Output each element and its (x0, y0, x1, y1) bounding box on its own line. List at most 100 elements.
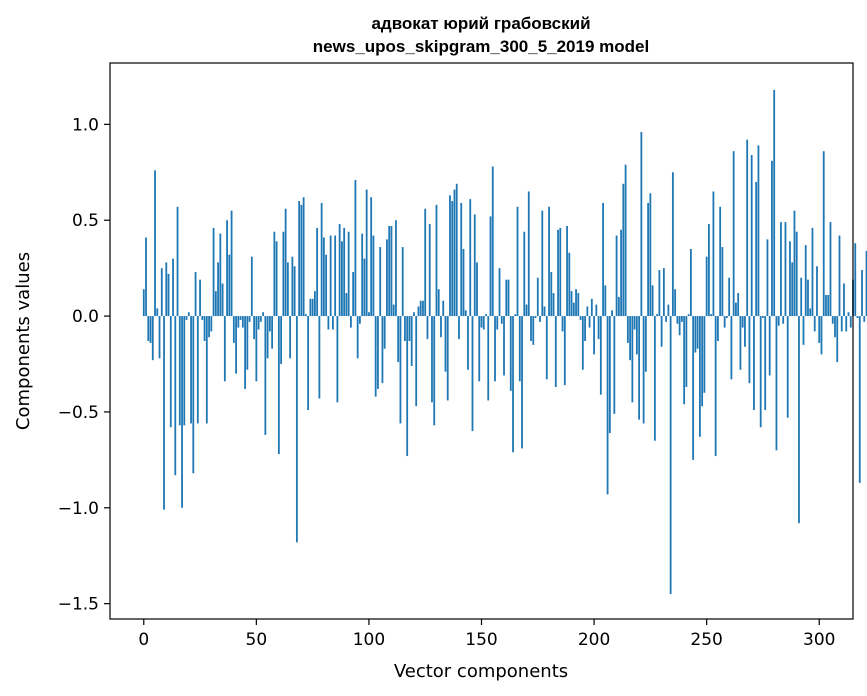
bar-221 (640, 132, 643, 317)
bar-135 (446, 316, 449, 401)
bar-20 (187, 312, 190, 317)
bar-120 (413, 312, 415, 317)
bar-274 (759, 316, 762, 428)
bar-293 (802, 316, 805, 345)
bar-276 (764, 316, 767, 411)
bar-266 (741, 316, 744, 328)
bar-52 (259, 316, 262, 322)
bar-211 (617, 296, 620, 317)
bar-189 (568, 252, 571, 317)
bar-321 (865, 250, 867, 317)
bar-43 (239, 316, 242, 320)
bar-5 (154, 170, 156, 317)
bar-290 (795, 231, 798, 317)
bar-51 (257, 316, 260, 330)
bar-300 (818, 316, 821, 343)
bar-25 (199, 279, 201, 317)
plot-frame (109, 62, 854, 620)
bar-270 (750, 155, 753, 317)
bar-152 (485, 314, 487, 317)
bar-310 (840, 316, 843, 332)
bar-126 (426, 316, 429, 340)
bar-39 (230, 210, 233, 317)
bar-172 (530, 316, 532, 341)
x-tick-label-0: 0 (138, 630, 149, 650)
bar-159 (500, 316, 503, 324)
bar-301 (820, 316, 823, 355)
bar-256 (719, 206, 722, 317)
bar-175 (536, 277, 539, 317)
bar-76 (313, 291, 316, 317)
bar-279 (771, 160, 773, 317)
bar-268 (746, 139, 749, 317)
y-tick-label-3: 0.0 (72, 307, 99, 327)
bar-13 (172, 258, 174, 317)
bar-168 (521, 316, 523, 449)
bar-163 (509, 316, 512, 391)
bar-21 (190, 316, 192, 424)
bar-85 (334, 235, 337, 317)
bar-320 (863, 316, 866, 322)
bar-294 (804, 245, 807, 317)
bar-299 (816, 266, 818, 317)
bar-3 (149, 316, 152, 343)
bar-14 (174, 316, 177, 476)
x-tick-label-200: 200 (578, 630, 610, 650)
bar-105 (379, 247, 382, 317)
bar-160 (503, 316, 505, 376)
bar-261 (730, 316, 733, 380)
bar-35 (221, 283, 224, 317)
bar-60 (277, 316, 280, 455)
bar-98 (363, 258, 366, 317)
bar-262 (732, 151, 735, 317)
bar-228 (656, 314, 659, 317)
bar-92 (350, 316, 352, 328)
bar-314 (849, 316, 852, 328)
bar-153 (487, 316, 490, 401)
bar-142 (462, 248, 465, 317)
bar-0 (142, 289, 145, 317)
bar-246 (696, 316, 699, 349)
chart-title: адвокат юрий грабовский (371, 14, 590, 33)
bar-178 (543, 306, 546, 317)
bar-286 (786, 316, 789, 418)
bar-48 (250, 256, 253, 317)
bar-277 (766, 239, 769, 317)
bar-313 (847, 312, 850, 317)
bar-319 (861, 270, 863, 317)
y-tick-label-5: 1.0 (72, 115, 99, 135)
bar-40 (232, 316, 235, 343)
bar-239 (680, 316, 683, 322)
bar-9 (163, 316, 165, 510)
bar-77 (316, 227, 319, 317)
bar-192 (575, 289, 577, 317)
bar-56 (268, 316, 271, 332)
bar-15 (176, 206, 179, 317)
bar-143 (464, 310, 467, 317)
bar-50 (255, 316, 258, 382)
bar-66 (291, 256, 294, 317)
bar-45 (244, 316, 246, 389)
bar-72 (304, 314, 307, 317)
bar-23 (194, 271, 197, 317)
bar-88 (341, 241, 343, 317)
bar-62 (282, 231, 285, 317)
bar-26 (201, 316, 204, 320)
bar-205 (604, 285, 607, 317)
bar-197 (586, 306, 589, 317)
bar-203 (599, 316, 602, 395)
bar-24 (196, 316, 199, 424)
bar-33 (217, 262, 219, 317)
bar-295 (807, 279, 809, 317)
bar-208 (611, 310, 613, 317)
bar-216 (629, 316, 631, 361)
bar-125 (424, 208, 427, 317)
bar-250 (705, 256, 708, 317)
bar-115 (401, 247, 404, 317)
bar-223 (644, 316, 647, 372)
bar-22 (192, 316, 195, 474)
bar-73 (307, 316, 310, 411)
bar-170 (525, 304, 528, 317)
bar-29 (208, 316, 210, 338)
bar-287 (789, 241, 791, 317)
